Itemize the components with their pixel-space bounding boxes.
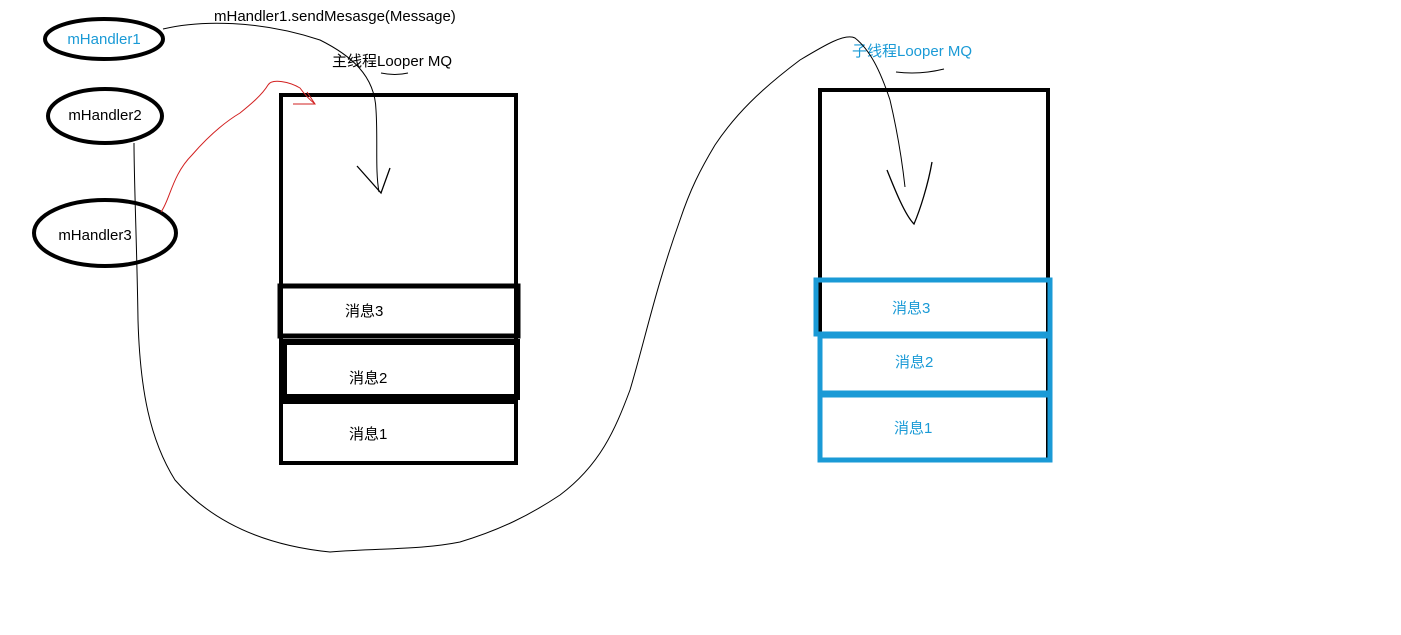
sub-queue-message-2: 消息2 [895,354,933,371]
sub-queue: 子线程Looper MQ 消息3 消息2 消息1 [813,43,1053,463]
handler-3-ellipse [32,198,178,268]
handler-3: mHandler3 [32,198,178,268]
main-queue: 主线程Looper MQ 消息3 消息2 消息1 [277,53,521,465]
sub-queue-slot-3 [813,277,1053,337]
handler-1-label: mHandler1 [67,31,140,48]
main-queue-message-2: 消息2 [349,370,387,387]
handler-1-ellipse [43,17,165,61]
handler-3-label: mHandler3 [58,227,131,244]
send-message-annotation: mHandler1.sendMesasge(Message) [214,8,456,25]
sub-queue-message-1: 消息1 [894,420,932,437]
sub-queue-title-underline [895,68,945,74]
sub-queue-slot-2 [817,333,1053,396]
handler-1: mHandler1 [43,17,165,61]
sub-queue-title: 子线程Looper MQ [852,43,972,60]
handler3-to-main-queue-curve [160,80,316,213]
main-queue-slot-2 [281,339,520,400]
sub-queue-box [818,88,1050,462]
handler-2-ellipse [46,87,164,145]
main-queue-box [279,93,518,465]
sub-queue-message-3: 消息3 [892,300,930,317]
main-queue-title: 主线程Looper MQ [332,53,452,70]
main-queue-arrow-head [356,165,391,195]
handler2-to-sub-queue-curve [133,36,906,553]
main-queue-slot-3 [277,283,521,339]
handler-2-label: mHandler2 [68,107,141,124]
main-queue-message-3: 消息3 [345,303,383,320]
sub-queue-slot-1 [817,392,1053,463]
main-queue-message-1: 消息1 [349,426,387,443]
main-queue-title-underline [380,72,409,75]
handler-2: mHandler2 [46,87,164,145]
handler1-to-main-queue-curve [162,22,380,193]
sub-queue-arrow-head [886,161,933,226]
red-arrow-head [293,91,316,105]
